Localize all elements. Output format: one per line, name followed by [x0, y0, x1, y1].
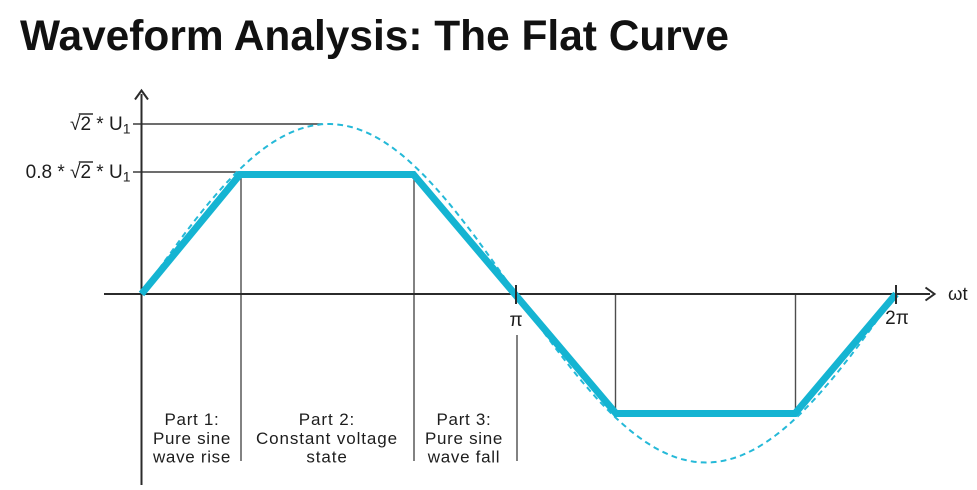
svg-text:Waveform Analysis: The Flat Cu: Waveform Analysis: The Flat Curve: [20, 12, 729, 60]
svg-text:π: π: [509, 310, 522, 331]
svg-text:2π: 2π: [885, 308, 909, 329]
svg-text:√2 * U1: √2 * U1: [70, 114, 131, 137]
svg-text:ωt: ωt: [948, 283, 968, 304]
svg-text:0.8 * √2 * U1: 0.8 * √2 * U1: [26, 162, 131, 185]
